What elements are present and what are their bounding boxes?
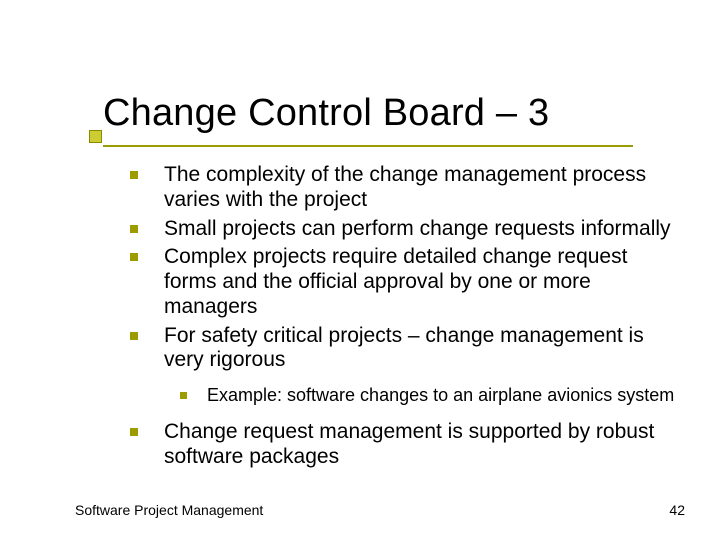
title-accent-square-icon <box>89 130 102 143</box>
list-item-text: The complexity of the change management … <box>164 163 678 213</box>
list-item: Small projects can perform change reques… <box>130 217 678 242</box>
square-bullet-icon <box>130 428 138 436</box>
list-item-text: Small projects can perform change reques… <box>164 217 678 242</box>
sub-list: Example: software changes to an airplane… <box>180 385 678 406</box>
list-item-text: For safety critical projects – change ma… <box>164 324 678 374</box>
list-item: Complex projects require detailed change… <box>130 245 678 319</box>
square-bullet-icon <box>130 253 138 261</box>
list-item: The complexity of the change management … <box>130 163 678 213</box>
square-bullet-icon <box>130 171 138 179</box>
footer-text: Software Project Management <box>75 502 263 518</box>
title-underline <box>103 145 633 147</box>
list-item-text: Complex projects require detailed change… <box>164 245 678 319</box>
slide-title: Change Control Board – 3 <box>103 92 549 135</box>
page-number: 42 <box>669 502 685 518</box>
slide: Change Control Board – 3 The complexity … <box>0 0 720 540</box>
sub-list-item-text: Example: software changes to an airplane… <box>207 385 678 406</box>
list-item-text: Change request management is supported b… <box>164 420 678 470</box>
slide-body: The complexity of the change management … <box>130 163 678 474</box>
list-item: Change request management is supported b… <box>130 420 678 470</box>
list-item: For safety critical projects – change ma… <box>130 324 678 374</box>
square-bullet-icon <box>130 225 138 233</box>
square-bullet-icon <box>180 392 187 399</box>
sub-list-item: Example: software changes to an airplane… <box>180 385 678 406</box>
square-bullet-icon <box>130 332 138 340</box>
